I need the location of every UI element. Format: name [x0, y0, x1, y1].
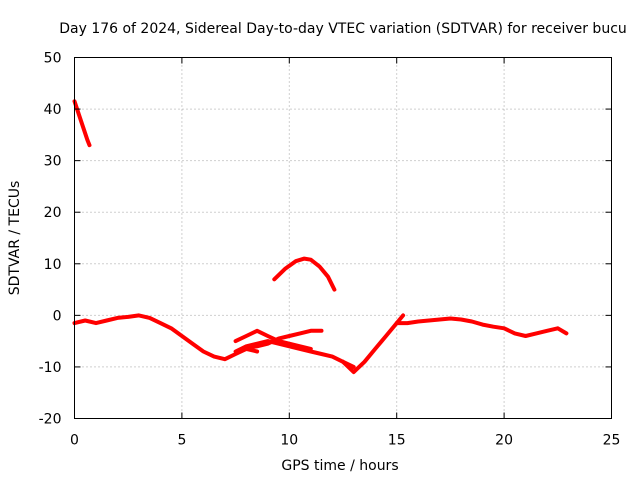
grid [74, 57, 612, 419]
series-arc-8 [394, 316, 569, 338]
y-tick-label: 30 [44, 154, 62, 170]
y-tick-labels: -20 -10 0 10 20 30 40 50 [39, 51, 62, 428]
y-tick-label: -20 [39, 412, 62, 428]
y-tick-label: 20 [44, 205, 62, 221]
y-tick-label: -10 [39, 360, 62, 376]
series-arc-7 [341, 313, 406, 375]
y-axis-title: SDTVAR / TECUs [7, 181, 23, 296]
x-axis-title: GPS time / hours [281, 458, 398, 474]
x-tick-label: 25 [603, 433, 621, 449]
y-tick-label: 0 [53, 308, 62, 324]
series-arc-5 [233, 328, 313, 351]
series-arc-4 [240, 328, 324, 351]
chart-title: Day 176 of 2024, Sidereal Day-to-day VTE… [59, 21, 627, 37]
x-tick-label: 5 [177, 433, 186, 449]
x-tick-label: 10 [280, 433, 298, 449]
y-tick-label: 40 [44, 102, 62, 118]
y-tick-label: 10 [44, 257, 62, 273]
series-arc-2 [72, 313, 260, 362]
x-tick-label: 20 [495, 433, 513, 449]
series-arc-6 [272, 256, 337, 292]
ticks [74, 57, 612, 419]
series-arc-1 [72, 99, 92, 148]
plot-frame [74, 57, 612, 419]
x-tick-label: 0 [70, 433, 79, 449]
series-arc-3 [233, 339, 356, 369]
x-tick-labels: 0 5 10 15 20 25 [70, 433, 620, 449]
series-layer [72, 99, 569, 375]
x-tick-label: 15 [388, 433, 406, 449]
y-tick-label: 50 [44, 51, 62, 67]
